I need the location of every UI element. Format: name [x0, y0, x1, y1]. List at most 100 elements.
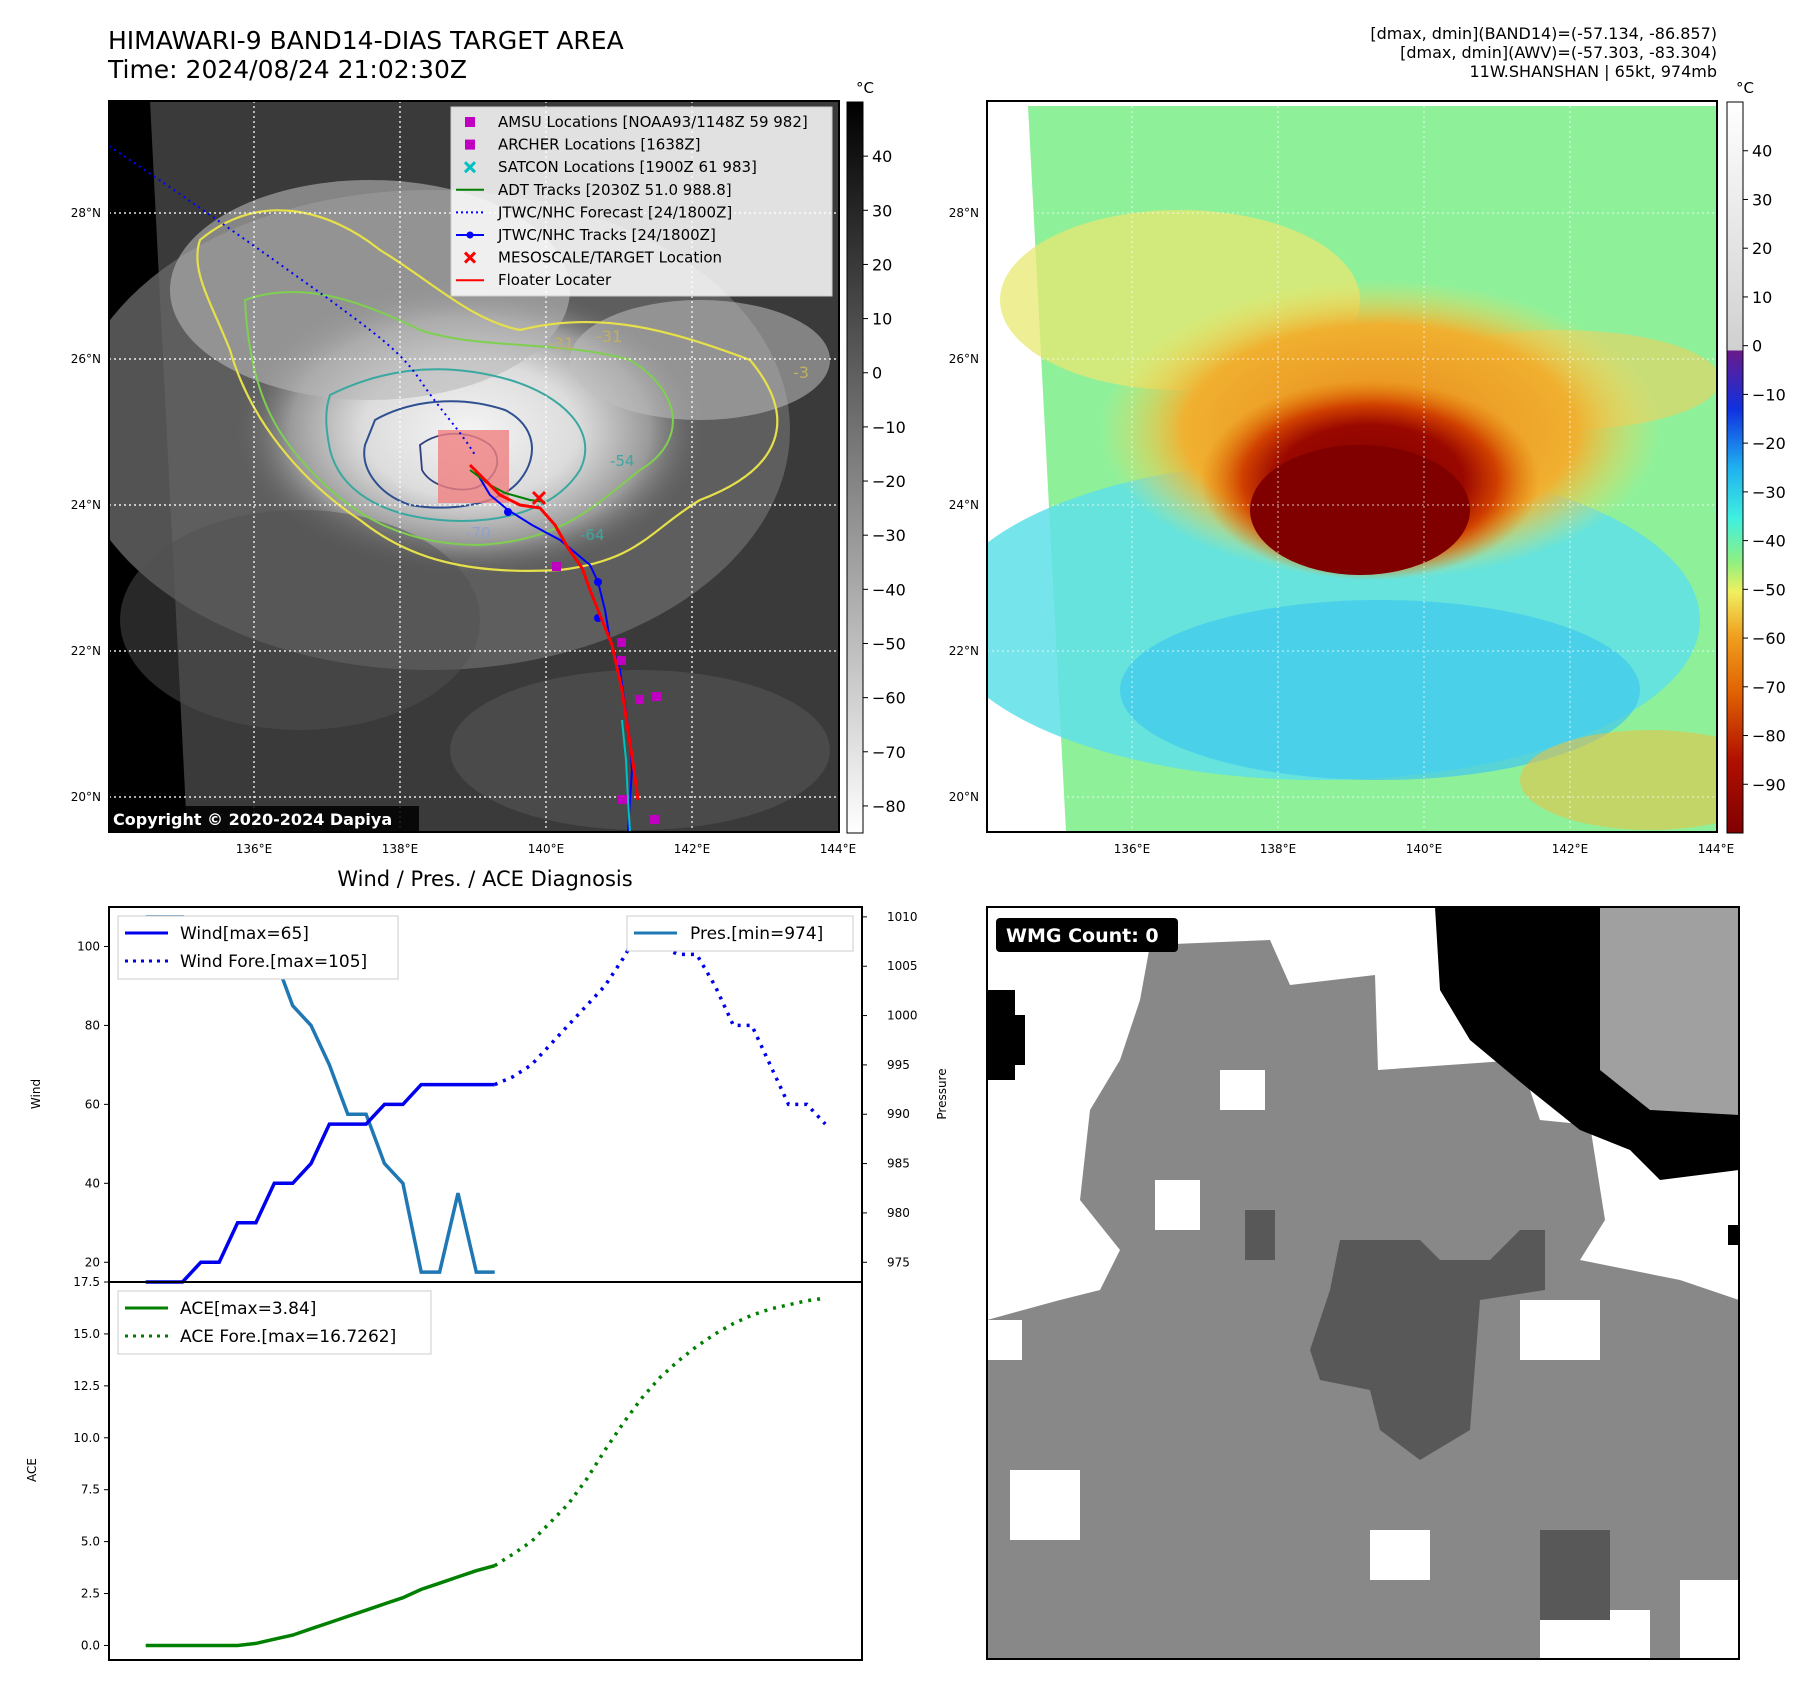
axis-tick: 80	[85, 1018, 100, 1032]
ir-lat-tick: 26°N	[71, 352, 101, 366]
legend-item-label: SATCON Locations [1900Z 61 983]	[498, 158, 757, 176]
awv-lat-tick: 26°N	[949, 352, 979, 366]
ir-lat-tick: 22°N	[71, 644, 101, 658]
colorbar-tick: −60	[872, 689, 906, 708]
colorbar-tick: −10	[872, 418, 906, 437]
awv-map-panel: 28°N 26°N 24°N 22°N 20°N 136°E 138°E 140…	[949, 79, 1786, 856]
colorbar-tick: 10	[872, 310, 892, 329]
svg-text:-54: -54	[610, 452, 635, 470]
awv-lon-tick: 142°E	[1552, 842, 1589, 856]
colorbar-tick: −30	[1752, 483, 1786, 502]
axis-tick: 0.0	[81, 1638, 100, 1652]
legend-pres: Pres.[min=974]	[690, 924, 823, 944]
colorbar-tick: 0	[872, 364, 882, 383]
ir-lon-tick: 140°E	[528, 842, 565, 856]
colorbar-tick: −50	[872, 634, 906, 653]
colorbar-tick: −30	[872, 526, 906, 545]
awv-lon-tick: 136°E	[1114, 842, 1151, 856]
ir-lon-tick: 142°E	[674, 842, 711, 856]
svg-text:-3: -3	[793, 363, 809, 382]
legend-wind: Wind[max=65]	[180, 924, 309, 944]
colorbar-tick: 10	[1752, 288, 1772, 307]
awv-lat-tick: 28°N	[949, 206, 979, 220]
axis-tick: 20	[85, 1255, 100, 1269]
ir-lon-tick: 136°E	[236, 842, 273, 856]
info-line-1: [dmax, dmin](BAND14)=(-57.134, -86.857)	[1370, 24, 1717, 43]
ir-copyright: Copyright © 2020-2024 Dapiya	[113, 810, 392, 829]
legend-marker-square	[465, 117, 475, 127]
axis-tick: 2.5	[81, 1587, 100, 1601]
colorbar-tick: −80	[1752, 727, 1786, 746]
wmg-count-label: WMG Count: 0	[1006, 925, 1159, 947]
legend-item-label: AMSU Locations [NOAA93/1148Z 59 982]	[498, 113, 808, 131]
awv-lon-tick: 144°E	[1698, 842, 1735, 856]
awv-lat-tick: 22°N	[949, 644, 979, 658]
axis-tick: 12.5	[73, 1379, 100, 1393]
svg-text:-64: -64	[580, 526, 605, 544]
info-line-2: [dmax, dmin](AWV)=(-57.303, -83.304)	[1400, 43, 1717, 62]
pressure-tick: 980	[887, 1206, 910, 1220]
pressure-tick: 1010	[887, 910, 918, 924]
legend-item-label: JTWC/NHC Tracks [24/1800Z]	[497, 226, 716, 244]
awv-lon-tick: 138°E	[1260, 842, 1297, 856]
ir-lon-tick: 138°E	[382, 842, 419, 856]
colorbar-tick: 40	[1752, 142, 1772, 161]
awv-lat-ticks: 28°N 26°N 24°N 22°N 20°N	[949, 206, 979, 804]
awv-colorbar: °C 40 30 20 10 0 −10 −20 −30 −40 −50 −60 −70 −80 −90	[1726, 79, 1786, 834]
ace-legend: ACE[max=3.84] ACE Fore.[max=16.7262]	[117, 1290, 432, 1355]
awv-lat-tick: 20°N	[949, 790, 979, 804]
colorbar-tick: −50	[1752, 580, 1786, 599]
title-line-1: HIMAWARI-9 BAND14-DIAS TARGET AREA	[108, 26, 624, 55]
ir-lon-tick: 144°E	[820, 842, 857, 856]
colorbar-tick: −60	[1752, 629, 1786, 648]
colorbar-tick: −90	[1752, 775, 1786, 794]
awv-lon-ticks: 136°E 138°E 140°E 142°E 144°E	[1114, 842, 1735, 856]
series-line-wind-fore-max-	[494, 923, 827, 1126]
pressure-tick: 995	[887, 1058, 910, 1072]
svg-text:-31: -31	[548, 334, 574, 353]
colorbar-tick: −40	[1752, 532, 1786, 551]
colorbar-tick: 30	[1752, 190, 1772, 209]
colorbar-tick: −70	[1752, 678, 1786, 697]
legend-marker-x	[463, 161, 477, 174]
wmg-panel: WMG Count: 0	[986, 906, 1740, 1660]
awv-lat-tick: 24°N	[949, 498, 979, 512]
legend-wind-fore: Wind Fore.[max=105]	[180, 952, 367, 972]
axis-tick: 17.5	[73, 1275, 100, 1289]
figure-title: HIMAWARI-9 BAND14-DIAS TARGET AREA Time:…	[108, 26, 624, 84]
ir-lon-ticks: 136°E 138°E 140°E 142°E 144°E	[236, 842, 857, 856]
series-line-wind-max-	[145, 1082, 495, 1284]
wind-legend: Wind[max=65] Wind Fore.[max=105]	[117, 915, 399, 980]
diagnosis-panel: Wind / Pres. / ACE Diagnosis Wind Pressu…	[25, 867, 949, 1661]
ir-legend: AMSU Locations [NOAA93/1148Z 59 982] ARCH…	[450, 106, 833, 297]
colorbar-tick: −40	[872, 580, 906, 599]
axis-tick: 10.0	[73, 1431, 100, 1445]
colorbar-tick: 0	[1752, 337, 1762, 356]
axis-tick: 5.0	[81, 1535, 100, 1549]
ir-colorbar-unit: °C	[856, 79, 874, 97]
pressure-tick: 990	[887, 1107, 910, 1121]
legend-item-label: JTWC/NHC Forecast [24/1800Z]	[497, 203, 732, 221]
axis-tick: 60	[85, 1097, 100, 1111]
legend-marker-square	[465, 139, 475, 150]
ir-lat-tick: 28°N	[71, 206, 101, 220]
series-line-ace-fore-max-	[493, 1296, 826, 1568]
axis-tick: 15.0	[73, 1327, 100, 1341]
awv-lon-tick: 140°E	[1406, 842, 1443, 856]
colorbar-tick: −20	[872, 472, 906, 491]
ace-axis-label: ACE	[25, 1458, 39, 1482]
legend-item-label: MESOSCALE/TARGET Location	[498, 249, 722, 267]
ir-lat-ticks: 28°N 26°N 24°N 22°N 20°N	[71, 206, 101, 804]
info-line-3: 11W.SHANSHAN | 65kt, 974mb	[1469, 62, 1717, 81]
awv-colorbar-unit: °C	[1736, 79, 1754, 97]
series-line-ace-max-	[145, 1564, 496, 1648]
legend-item-label: ADT Tracks [2030Z 51.0 988.8]	[498, 181, 732, 199]
colorbar-tick: 20	[872, 255, 892, 274]
axis-tick: 7.5	[81, 1483, 100, 1497]
colorbar-tick: −80	[872, 797, 906, 816]
ir-lat-tick: 20°N	[71, 790, 101, 804]
pressure-tick: 1000	[887, 1009, 918, 1023]
wind-axis-label: Wind	[29, 1079, 43, 1109]
legend-ace-fore: ACE Fore.[max=16.7262]	[180, 1327, 396, 1347]
